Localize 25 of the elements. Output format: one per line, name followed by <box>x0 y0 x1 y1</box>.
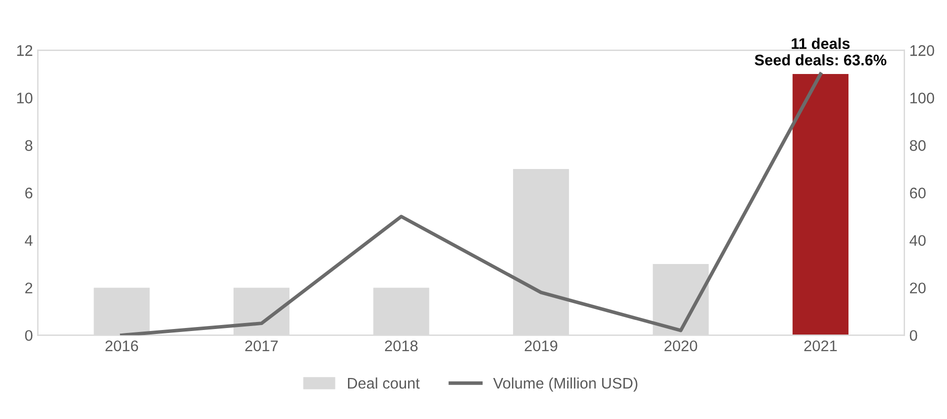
legend-label: Volume (Million USD) <box>493 377 638 392</box>
y2-tick-label: 0 <box>910 330 918 341</box>
y-tick-label: 4 <box>24 235 33 246</box>
annotation: 11 deals Seed deals: 63.6% <box>754 38 886 66</box>
x-tick-label: 2019 <box>524 340 558 352</box>
x-tick-label: 2017 <box>245 340 278 352</box>
y-tick-label: 6 <box>25 188 32 198</box>
y-tick-label: 10 <box>17 92 32 104</box>
y-tick-label: 2 <box>25 282 32 294</box>
y-tick-label: 12 <box>17 45 32 56</box>
y2-tick-label: 80 <box>910 140 926 151</box>
y2-tick-label: 60 <box>910 188 926 198</box>
y2-tick-label: 20 <box>910 282 926 294</box>
y2-tick-label: 40 <box>910 235 926 246</box>
y2-tick-label: 100 <box>910 92 934 104</box>
line-series <box>120 72 822 336</box>
x-tick-label: 2021 <box>804 340 837 352</box>
y-tick-label: 8 <box>25 140 32 151</box>
x-tick-label: 2020 <box>664 340 698 352</box>
x-tick-label: 2018 <box>385 340 418 352</box>
y-tick-label: 0 <box>25 330 32 341</box>
y2-tick-label: 120 <box>910 45 934 56</box>
bar <box>792 74 848 336</box>
legend-label: Deal count <box>348 377 420 389</box>
x-tick-label: 2016 <box>106 340 138 352</box>
